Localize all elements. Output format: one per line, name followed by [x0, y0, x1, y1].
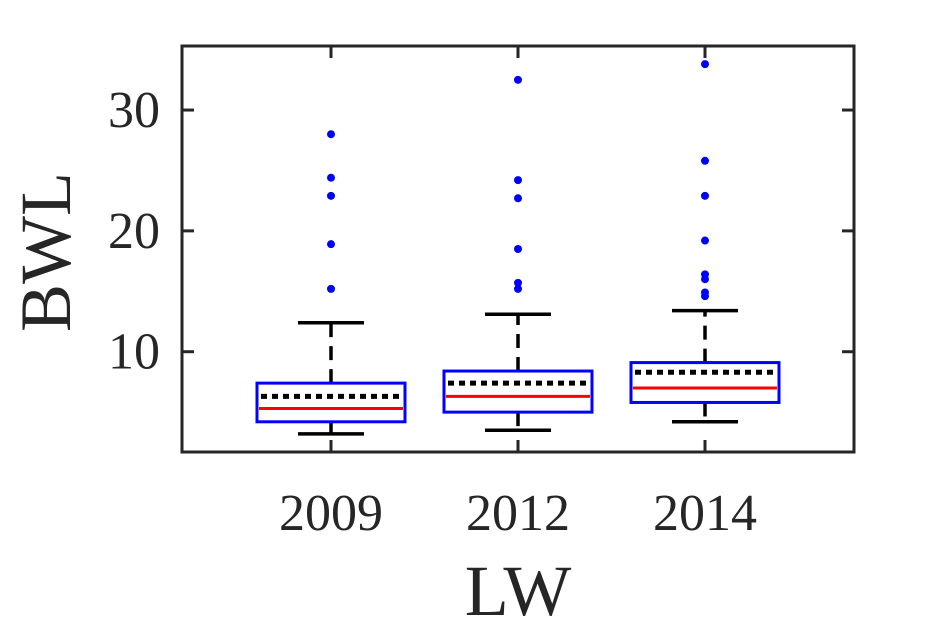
- outlier-point: [514, 245, 522, 253]
- outlier-point: [327, 284, 335, 293]
- outlier-point: [514, 75, 522, 84]
- outlier-point: [327, 130, 335, 139]
- outlier-point: [701, 236, 709, 245]
- y-axis-title: BWL: [6, 172, 86, 332]
- outlier-point: [327, 191, 335, 200]
- x-tick-label: 2014: [653, 485, 757, 542]
- outlier-point: [514, 194, 522, 203]
- x-axis-ticks: 2009 2012 2014: [279, 46, 757, 542]
- outlier-point: [514, 278, 522, 287]
- y-tick-label: 30: [108, 82, 160, 139]
- y-tick-label: 20: [108, 203, 160, 260]
- outlier-point: [327, 173, 335, 182]
- iqr-box: [629, 361, 781, 404]
- box-2012: [442, 75, 594, 432]
- x-tick-label: 2012: [466, 485, 570, 542]
- outlier-point: [701, 60, 709, 69]
- y-axis-ticks: 10 20 30: [108, 82, 854, 381]
- outlier-point: [701, 191, 709, 200]
- outlier-point: [327, 240, 335, 249]
- iqr-box: [255, 381, 407, 424]
- outlier-point: [701, 288, 709, 297]
- x-tick-label: 2009: [279, 485, 383, 542]
- box-2014: [629, 60, 781, 424]
- outlier-point: [514, 176, 522, 185]
- iqr-box: [442, 369, 594, 414]
- box-2009: [255, 130, 407, 436]
- x-axis-title: LW: [465, 551, 572, 630]
- outlier-point: [701, 156, 709, 165]
- box-series: [255, 60, 781, 436]
- outlier-point: [701, 270, 709, 279]
- outlier-point: [514, 284, 522, 293]
- y-tick-label: 10: [108, 324, 160, 381]
